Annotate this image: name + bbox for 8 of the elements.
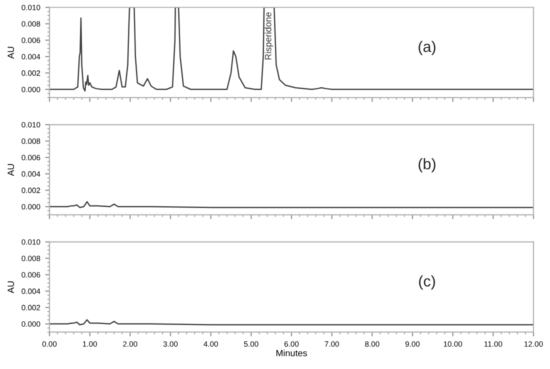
x-axis-title: Minutes [276,350,307,356]
y-axis-title: AU [8,46,14,59]
annotation: Risperidone [264,12,274,60]
y-axis-title: AU [8,164,14,176]
annotation: (c) [419,275,435,290]
annotation: (b) [418,158,436,172]
y-axis-title: AU [8,281,14,294]
annotation: (a) [418,40,436,56]
